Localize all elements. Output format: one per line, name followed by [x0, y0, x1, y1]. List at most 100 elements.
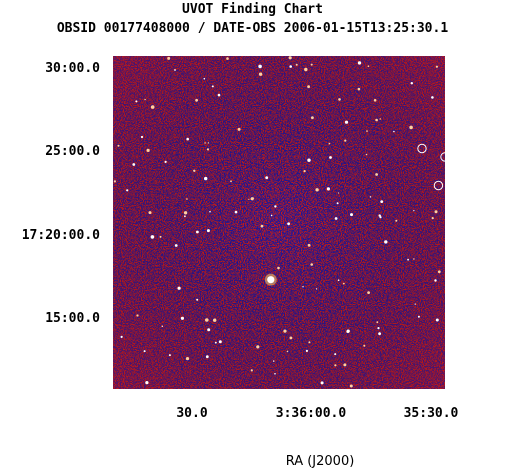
sky-vignette — [113, 56, 445, 389]
field-star — [434, 210, 438, 214]
x-tick-label: 3:36:00.0 — [275, 406, 347, 421]
field-star — [393, 130, 395, 133]
field-star — [203, 77, 206, 80]
field-star — [209, 210, 211, 213]
field-star — [196, 298, 199, 301]
x-tick-label: 30.0 — [176, 406, 208, 421]
field-star — [343, 363, 347, 367]
field-star — [265, 176, 269, 180]
field-star — [337, 192, 340, 194]
field-star — [226, 57, 229, 60]
field-star — [168, 354, 171, 357]
field-star — [250, 369, 253, 372]
field-star — [336, 202, 339, 205]
field-star — [346, 329, 350, 333]
field-star — [375, 173, 378, 176]
field-star — [144, 98, 146, 101]
field-star — [366, 130, 368, 132]
field-star — [150, 235, 155, 239]
y-tick-label: 15:00.0 — [45, 311, 100, 326]
field-star — [435, 318, 439, 322]
field-star — [277, 266, 280, 270]
y-tick-label: 30:00.0 — [45, 61, 100, 76]
field-star — [367, 291, 370, 294]
field-star — [320, 381, 324, 385]
field-star — [295, 63, 298, 66]
field-star — [204, 176, 208, 181]
field-star — [369, 196, 372, 198]
field-star — [334, 217, 338, 220]
field-star — [132, 163, 136, 166]
field-star — [136, 314, 139, 317]
source-circle — [433, 180, 444, 191]
field-star — [195, 98, 198, 102]
field-star — [310, 263, 313, 266]
x-tick-label: 35:30.0 — [403, 406, 459, 421]
field-star — [326, 187, 330, 191]
field-star — [167, 56, 171, 60]
field-star — [344, 139, 347, 142]
field-star — [367, 65, 370, 67]
field-star — [161, 325, 163, 327]
field-star — [303, 170, 306, 173]
field-star — [363, 344, 366, 347]
field-star — [305, 349, 308, 352]
field-star — [177, 286, 181, 290]
field-star — [196, 230, 199, 234]
field-star — [414, 303, 416, 305]
field-star — [435, 65, 438, 68]
field-star — [328, 142, 331, 145]
field-star — [274, 205, 277, 208]
field-star — [159, 235, 162, 238]
field-star — [434, 279, 437, 282]
field-star — [289, 336, 293, 340]
field-star — [207, 142, 210, 144]
field-star — [384, 240, 388, 244]
field-star — [248, 198, 250, 200]
field-star — [307, 85, 310, 89]
field-star — [252, 197, 255, 199]
field-star — [217, 93, 221, 97]
sky-image-plot — [113, 56, 445, 389]
field-star — [413, 258, 415, 260]
field-star — [164, 160, 167, 163]
field-star — [273, 360, 275, 362]
field-star — [205, 355, 209, 359]
field-star — [258, 72, 263, 76]
field-star — [213, 318, 217, 322]
field-star — [120, 335, 123, 338]
field-star — [357, 61, 362, 65]
x-axis-label: RA (J2000) — [285, 454, 355, 469]
field-star — [315, 188, 319, 192]
field-star — [183, 211, 188, 215]
field-star — [146, 148, 150, 152]
field-star — [349, 384, 353, 388]
field-star — [357, 87, 361, 91]
field-star — [350, 213, 353, 217]
field-star — [431, 96, 434, 99]
field-star — [376, 321, 379, 324]
source-circle — [417, 143, 427, 154]
field-star — [135, 100, 138, 103]
field-star — [140, 135, 144, 139]
field-star — [283, 329, 287, 333]
field-star — [218, 340, 222, 344]
field-star — [186, 198, 188, 200]
field-star — [230, 180, 232, 183]
chart-subtitle: OBSID 00177408000 / DATE-OBS 2006-01-15T… — [56, 21, 449, 36]
field-star — [377, 327, 380, 330]
field-star — [304, 67, 308, 72]
field-star — [344, 120, 349, 124]
field-star — [365, 153, 368, 156]
field-star — [307, 158, 311, 162]
field-star — [204, 142, 206, 144]
field-star — [174, 244, 178, 247]
field-star — [234, 210, 238, 214]
field-star — [302, 286, 304, 288]
field-star — [334, 353, 337, 356]
field-star — [193, 169, 196, 172]
field-star — [117, 144, 120, 147]
chart-title: UVOT Finding Chart — [182, 2, 323, 17]
field-star — [126, 189, 129, 192]
field-star — [395, 219, 398, 222]
